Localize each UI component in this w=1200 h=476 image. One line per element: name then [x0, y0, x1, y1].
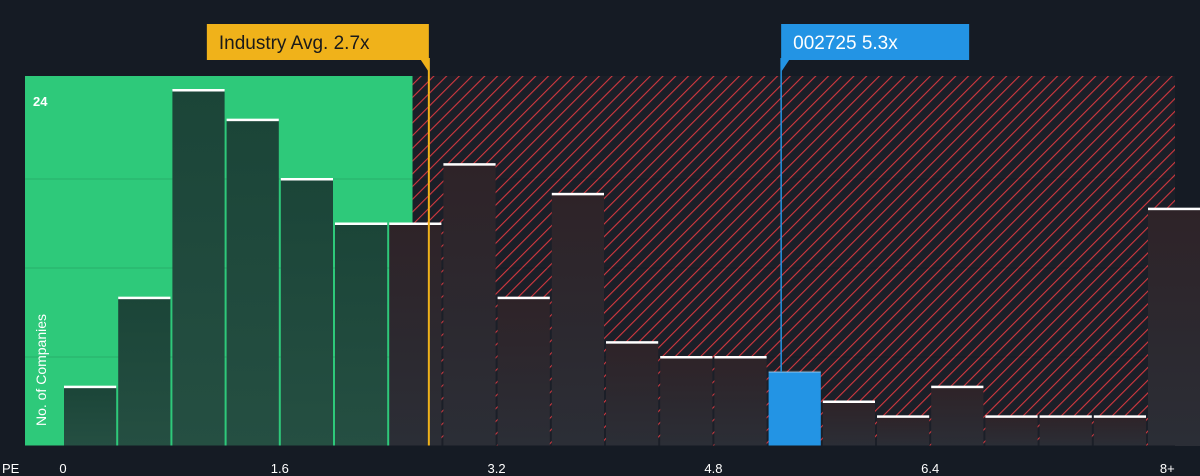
- bar-cap-11: [660, 356, 713, 359]
- industry-avg-label: Industry Avg. 2.7x: [219, 33, 370, 54]
- bar-cap-15: [877, 415, 930, 418]
- bar-cap-20: [1148, 207, 1200, 211]
- bar-cap-1: [118, 296, 171, 300]
- bar-20: [1148, 208, 1200, 446]
- bar-3: [226, 119, 279, 447]
- company-pointer: [781, 60, 790, 72]
- bar-10: [606, 342, 659, 446]
- bar-cap-19: [1093, 415, 1146, 418]
- x-tick-5: 8+: [1160, 461, 1175, 476]
- bar-cap-3: [226, 118, 279, 122]
- bar-0: [64, 386, 117, 446]
- bar-cap-4: [280, 178, 333, 181]
- x-tick-0: 0: [59, 461, 66, 476]
- bar-14: [822, 401, 875, 446]
- x-tick-4: 6.4: [921, 461, 939, 476]
- bar-cap-14: [822, 400, 875, 403]
- bar-16: [931, 386, 984, 446]
- bar-12: [714, 357, 767, 446]
- bar-cap-17: [985, 415, 1038, 418]
- company-label: 002725 5.3x: [793, 33, 898, 54]
- x-tick-2: 3.2: [488, 461, 506, 476]
- bar-cap-10: [606, 341, 659, 344]
- bar-cap-0: [64, 385, 117, 389]
- bar-cap-18: [1039, 415, 1092, 418]
- bar-5: [335, 223, 388, 446]
- bar-cap-2: [172, 89, 225, 92]
- bar-7: [443, 164, 496, 446]
- bar-cap-7: [443, 163, 496, 166]
- bar-19: [1093, 416, 1146, 446]
- bar-cap-16: [931, 385, 984, 389]
- bar-cap-12: [714, 356, 767, 359]
- bar-17: [985, 416, 1038, 446]
- bar-6: [389, 223, 442, 446]
- industry-avg-callout: [206, 24, 429, 60]
- bar-cap-8: [497, 296, 550, 300]
- bar-11: [660, 357, 713, 446]
- bar-cap-5: [335, 222, 388, 225]
- x-tick-3: 4.8: [704, 461, 722, 476]
- bar-9: [551, 193, 604, 446]
- y-max-label: 24: [33, 94, 48, 109]
- bar-13: [768, 371, 821, 446]
- bar-8: [497, 297, 550, 446]
- company-callout: [781, 24, 970, 60]
- bar-18: [1039, 416, 1092, 446]
- x-axis-name: PE: [2, 461, 20, 476]
- bar-cap-13: [768, 370, 821, 373]
- y-axis-label: No. of Companies: [33, 314, 49, 426]
- x-tick-1: 1.6: [271, 461, 289, 476]
- bar-1: [118, 297, 171, 446]
- bar-4: [280, 179, 333, 446]
- bar-cap-6: [389, 222, 442, 225]
- bar-15: [877, 416, 930, 446]
- bar-cap-9: [551, 192, 604, 196]
- industry-avg-pointer: [420, 60, 429, 72]
- bar-2: [172, 90, 225, 446]
